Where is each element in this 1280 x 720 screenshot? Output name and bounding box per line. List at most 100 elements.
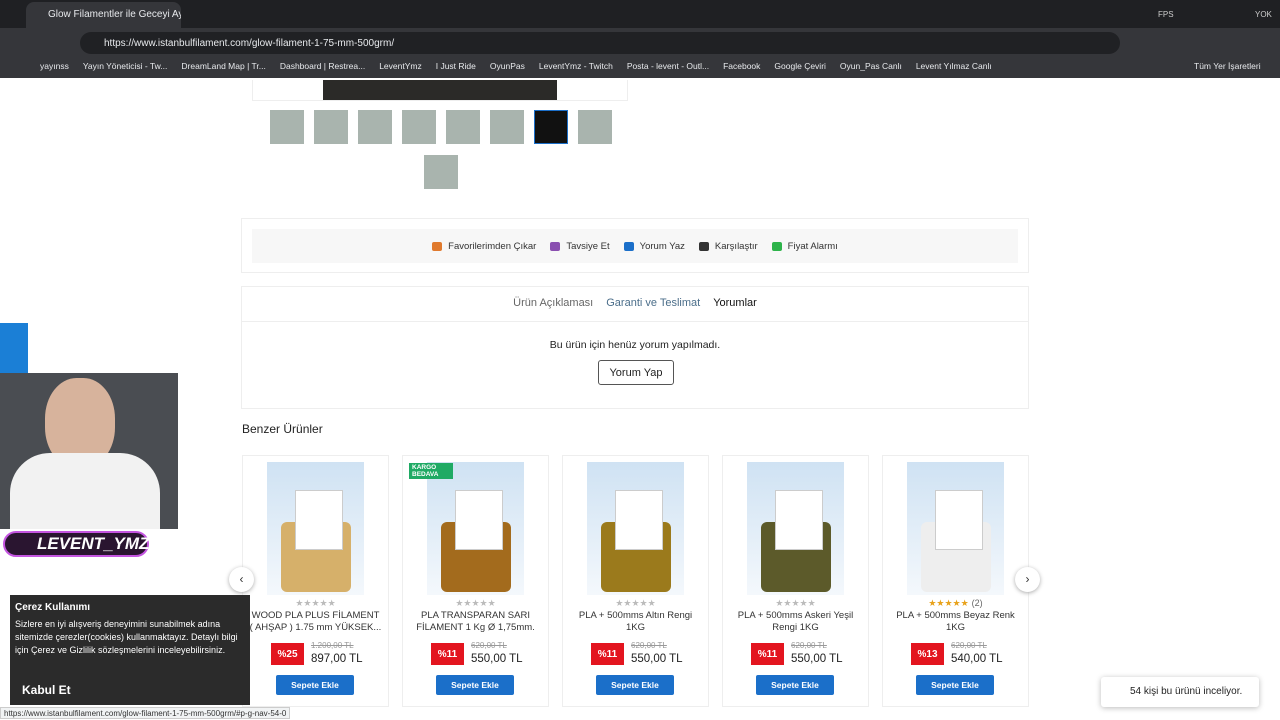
thumbnail[interactable]	[270, 110, 304, 144]
add-to-cart[interactable]: Sepete Ekle	[756, 675, 834, 695]
product-name[interactable]: PLA + 500mms Askeri Yeşil Rengi 1KG	[737, 610, 854, 633]
cookie-banner: Çerez Kullanımı Sizlere en iyi alışveriş…	[10, 595, 250, 705]
action-icon	[432, 241, 443, 251]
browser-tab[interactable]: Glow Filamentler ile Geceyi Ayd	[26, 2, 181, 28]
product-image[interactable]	[427, 462, 524, 595]
product-image[interactable]	[747, 462, 844, 595]
product-tabs: Ürün Açıklaması Garanti ve Teslimat Yoruml…	[242, 297, 1028, 309]
similar-title: Benzer Ürünler	[242, 422, 323, 436]
action-label: Yorum Yaz	[639, 240, 685, 252]
thumbnail[interactable]	[490, 110, 524, 144]
product-name[interactable]: WOOD PLA PLUS FİLAMENT ( AHŞAP ) 1.75 mm…	[249, 610, 382, 633]
bookmark[interactable]: Dashboard | Restrea...	[279, 61, 366, 71]
all-bookmarks[interactable]: Tüm Yer İşaretleri	[1194, 61, 1261, 71]
action-icon	[623, 241, 634, 251]
product-tab[interactable]: Yorumlar	[713, 297, 757, 309]
rating: ★★★★★	[403, 598, 548, 609]
bookmark[interactable]: LeventYmz	[379, 61, 422, 71]
action-label: Karşılaştır	[714, 240, 758, 252]
bookmark[interactable]: Oyun_Pas Canlı	[839, 61, 902, 71]
add-to-cart[interactable]: Sepete Ekle	[916, 675, 994, 695]
product-image[interactable]	[587, 462, 684, 595]
bookmarks-bar: yayınss Yayın Yöneticisi - Tw... DreamLand…	[0, 56, 1280, 78]
cookie-text: Sizlere en iyi alışveriş deneyimini suna…	[15, 619, 238, 655]
rating-count: (2)	[971, 598, 983, 608]
bookmark[interactable]: yayınss	[40, 61, 69, 71]
action-label: Fiyat Alarmı	[787, 240, 838, 252]
next-arrow[interactable]: ›	[1015, 567, 1040, 592]
thumbnail[interactable]	[358, 110, 392, 144]
price: 897,00 TL	[311, 653, 363, 665]
action[interactable]: Tavsiye Et	[550, 240, 610, 252]
box-label	[775, 490, 823, 550]
bookmark[interactable]: Facebook	[723, 61, 761, 71]
bookmark[interactable]: DreamLand Map | Tr...	[181, 61, 266, 71]
thumbnails	[270, 110, 630, 190]
side-tab[interactable]	[0, 323, 28, 375]
url-field[interactable]: https://www.istanbulfilament.com/glow-fi…	[80, 32, 1120, 54]
badge: KARGO BEDAVA	[409, 463, 453, 479]
discount: %13	[911, 643, 944, 665]
main-image	[323, 80, 557, 100]
bookmark[interactable]: LeventYmz - Twitch	[538, 61, 613, 71]
add-to-cart[interactable]: Sepete Ekle	[436, 675, 514, 695]
discount: %11	[751, 643, 784, 665]
box-label	[455, 490, 503, 550]
old-price: 620,00 TL	[471, 641, 507, 650]
add-to-cart[interactable]: Sepete Ekle	[596, 675, 674, 695]
product-card: KARGO BEDAVA ★★★★★ PLA TRANSPARAN SARI FİL…	[402, 455, 549, 707]
image-frame	[252, 80, 628, 101]
product-name[interactable]: PLA TRANSPARAN SARI FİLAMENT 1 Kg Ø 1,75…	[416, 610, 535, 633]
thumbnail[interactable]	[424, 155, 458, 189]
thumbnail[interactable]	[578, 110, 612, 144]
thumbnail[interactable]	[402, 110, 436, 144]
bookmark[interactable]: Yayın Yöneticisi - Tw...	[82, 61, 168, 71]
action[interactable]: Favorilerimden Çıkar	[432, 241, 536, 252]
bookmark[interactable]: Posta - levent - Outl...	[626, 61, 710, 71]
rating: ★★★★★ (2)	[883, 598, 1028, 609]
action[interactable]: Yorum Yaz	[623, 240, 685, 252]
stars: ★★★★★	[775, 598, 816, 608]
address-bar: https://www.istanbulfilament.com/glow-fi…	[0, 28, 1280, 56]
write-review-button[interactable]: Yorum Yap	[598, 360, 674, 385]
webcam-shirt	[10, 453, 160, 529]
thumbnail[interactable]	[534, 110, 568, 144]
product-card: ★★★★★ WOOD PLA PLUS FİLAMENT ( AHŞAP ) 1.…	[242, 455, 389, 707]
viewers-badge: 54 kişi bu ürünü inceliyor.	[1101, 677, 1259, 707]
tab-strip: Glow Filamentler ile Geceyi Ayd FPS YOK	[0, 0, 1280, 28]
product-tab[interactable]: Ürün Açıklaması	[513, 297, 594, 309]
bookmark[interactable]: Levent Yılmaz Canlı	[915, 61, 992, 71]
discount: %11	[591, 643, 624, 665]
bookmark[interactable]: Google Çeviri	[774, 61, 826, 71]
bookmark[interactable]: OyunPas	[489, 61, 525, 71]
status-bar: https://www.istanbulfilament.com/glow-fi…	[0, 707, 291, 719]
product-name[interactable]: PLA + 500mms Beyaz Renk 1KG	[896, 610, 1015, 633]
stars: ★★★★★	[455, 598, 496, 608]
rating: ★★★★★	[723, 598, 868, 609]
tab-divider	[242, 321, 1028, 322]
cookie-title: Çerez Kullanımı	[15, 602, 91, 613]
action-label: Favorilerimden Çıkar	[448, 240, 537, 252]
cookie-accept[interactable]: Kabul Et	[22, 683, 71, 697]
action[interactable]: Fiyat Alarmı	[771, 240, 838, 252]
product-name[interactable]: PLA + 500mms Altın Rengi 1KG	[578, 610, 693, 633]
stars: ★★★★★	[928, 598, 969, 608]
product-image[interactable]	[907, 462, 1004, 595]
yok-label: YOK	[1255, 10, 1272, 19]
add-to-cart[interactable]: Sepete Ekle	[276, 675, 354, 695]
action[interactable]: Karşılaştır	[698, 240, 758, 252]
product-image[interactable]	[267, 462, 364, 595]
action-panel: Favorilerimden Çıkar Tavsiye Et Yorum Yaz K…	[241, 218, 1029, 273]
thumbnail[interactable]	[446, 110, 480, 144]
thumbnail[interactable]	[314, 110, 348, 144]
product-tab[interactable]: Garanti ve Teslimat	[606, 297, 701, 309]
price: 550,00 TL	[471, 653, 523, 665]
old-price: 1.200,00 TL	[311, 641, 354, 650]
old-price: 620,00 TL	[631, 641, 667, 650]
product-card: ★★★★★ PLA + 500mms Altın Rengi 1KG %11 620,…	[562, 455, 709, 707]
prev-arrow[interactable]: ‹	[229, 567, 254, 592]
stars: ★★★★★	[615, 598, 656, 608]
bookmark[interactable]: I Just Ride	[435, 61, 476, 71]
action-label: Tavsiye Et	[566, 240, 610, 252]
